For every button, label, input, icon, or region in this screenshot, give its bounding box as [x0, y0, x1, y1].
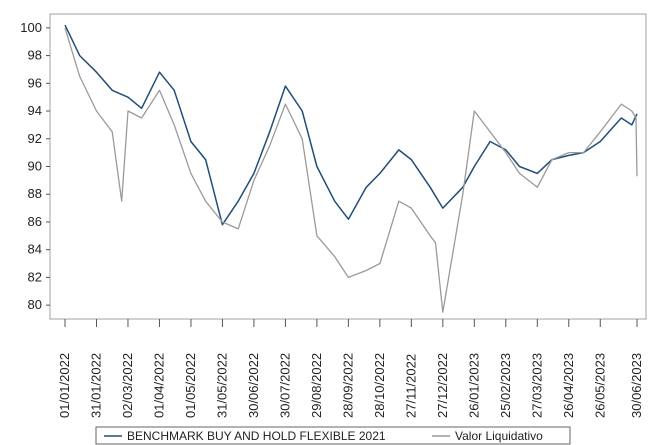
x-tick-label: 30/06/2023: [629, 353, 644, 418]
series-line-0: [64, 24, 638, 226]
plot-frame: [49, 13, 647, 320]
y-tick-label: 80: [28, 297, 42, 312]
x-tick-label: 29/08/2022: [309, 353, 324, 418]
legend: BENCHMARK BUY AND HOLD FLEXIBLE 2021 Val…: [95, 426, 571, 445]
legend-label-valor: Valor Liquidativo: [455, 429, 543, 443]
x-tick-label: 31/05/2022: [214, 353, 229, 418]
x-tick-label: 02/03/2022: [120, 353, 135, 418]
x-tick-label: 27/12/2022: [435, 353, 450, 418]
y-tick-label: 82: [28, 269, 42, 284]
x-tick-label: 26/05/2023: [592, 353, 607, 418]
x-tick-label: 25/02/2023: [498, 353, 513, 418]
x-tick-label: 27/03/2023: [529, 353, 544, 418]
legend-box: [95, 426, 571, 445]
y-tick-label: 96: [28, 75, 42, 90]
x-tick-label: 30/07/2022: [277, 353, 292, 418]
y-tick-label: 98: [28, 48, 42, 63]
y-tick-label: 86: [28, 214, 42, 229]
series-line-1: [64, 27, 638, 313]
legend-label-benchmark: BENCHMARK BUY AND HOLD FLEXIBLE 2021: [127, 429, 386, 443]
x-tick-label: 28/10/2022: [372, 353, 387, 418]
y-tick-label: 100: [20, 20, 42, 35]
y-tick-label: 90: [28, 159, 42, 174]
y-axis: 80 82 84 86 88 90 92 94 96 98 100: [20, 20, 50, 312]
x-tick-label: 28/09/2022: [340, 353, 355, 418]
y-tick-label: 92: [28, 131, 42, 146]
x-tick-label: 30/06/2022: [246, 353, 261, 418]
x-tick-label: 31/01/2022: [88, 353, 103, 418]
series-layer: [64, 24, 638, 313]
x-axis: 01/01/2022 31/01/2022 02/03/2022 01/04/2022…: [57, 319, 644, 418]
x-tick-label: 26/01/2023: [466, 353, 481, 418]
y-tick-label: 94: [28, 103, 42, 118]
x-tick-label: 01/01/2022: [57, 353, 72, 418]
y-tick-label: 84: [28, 242, 42, 257]
x-tick-label: 27/11/2022: [403, 354, 418, 418]
x-tick-label: 01/04/2022: [151, 353, 166, 418]
x-tick-label: 01/05/2022: [183, 353, 198, 418]
x-tick-label: 26/04/2023: [561, 353, 576, 418]
y-tick-label: 88: [28, 186, 42, 201]
